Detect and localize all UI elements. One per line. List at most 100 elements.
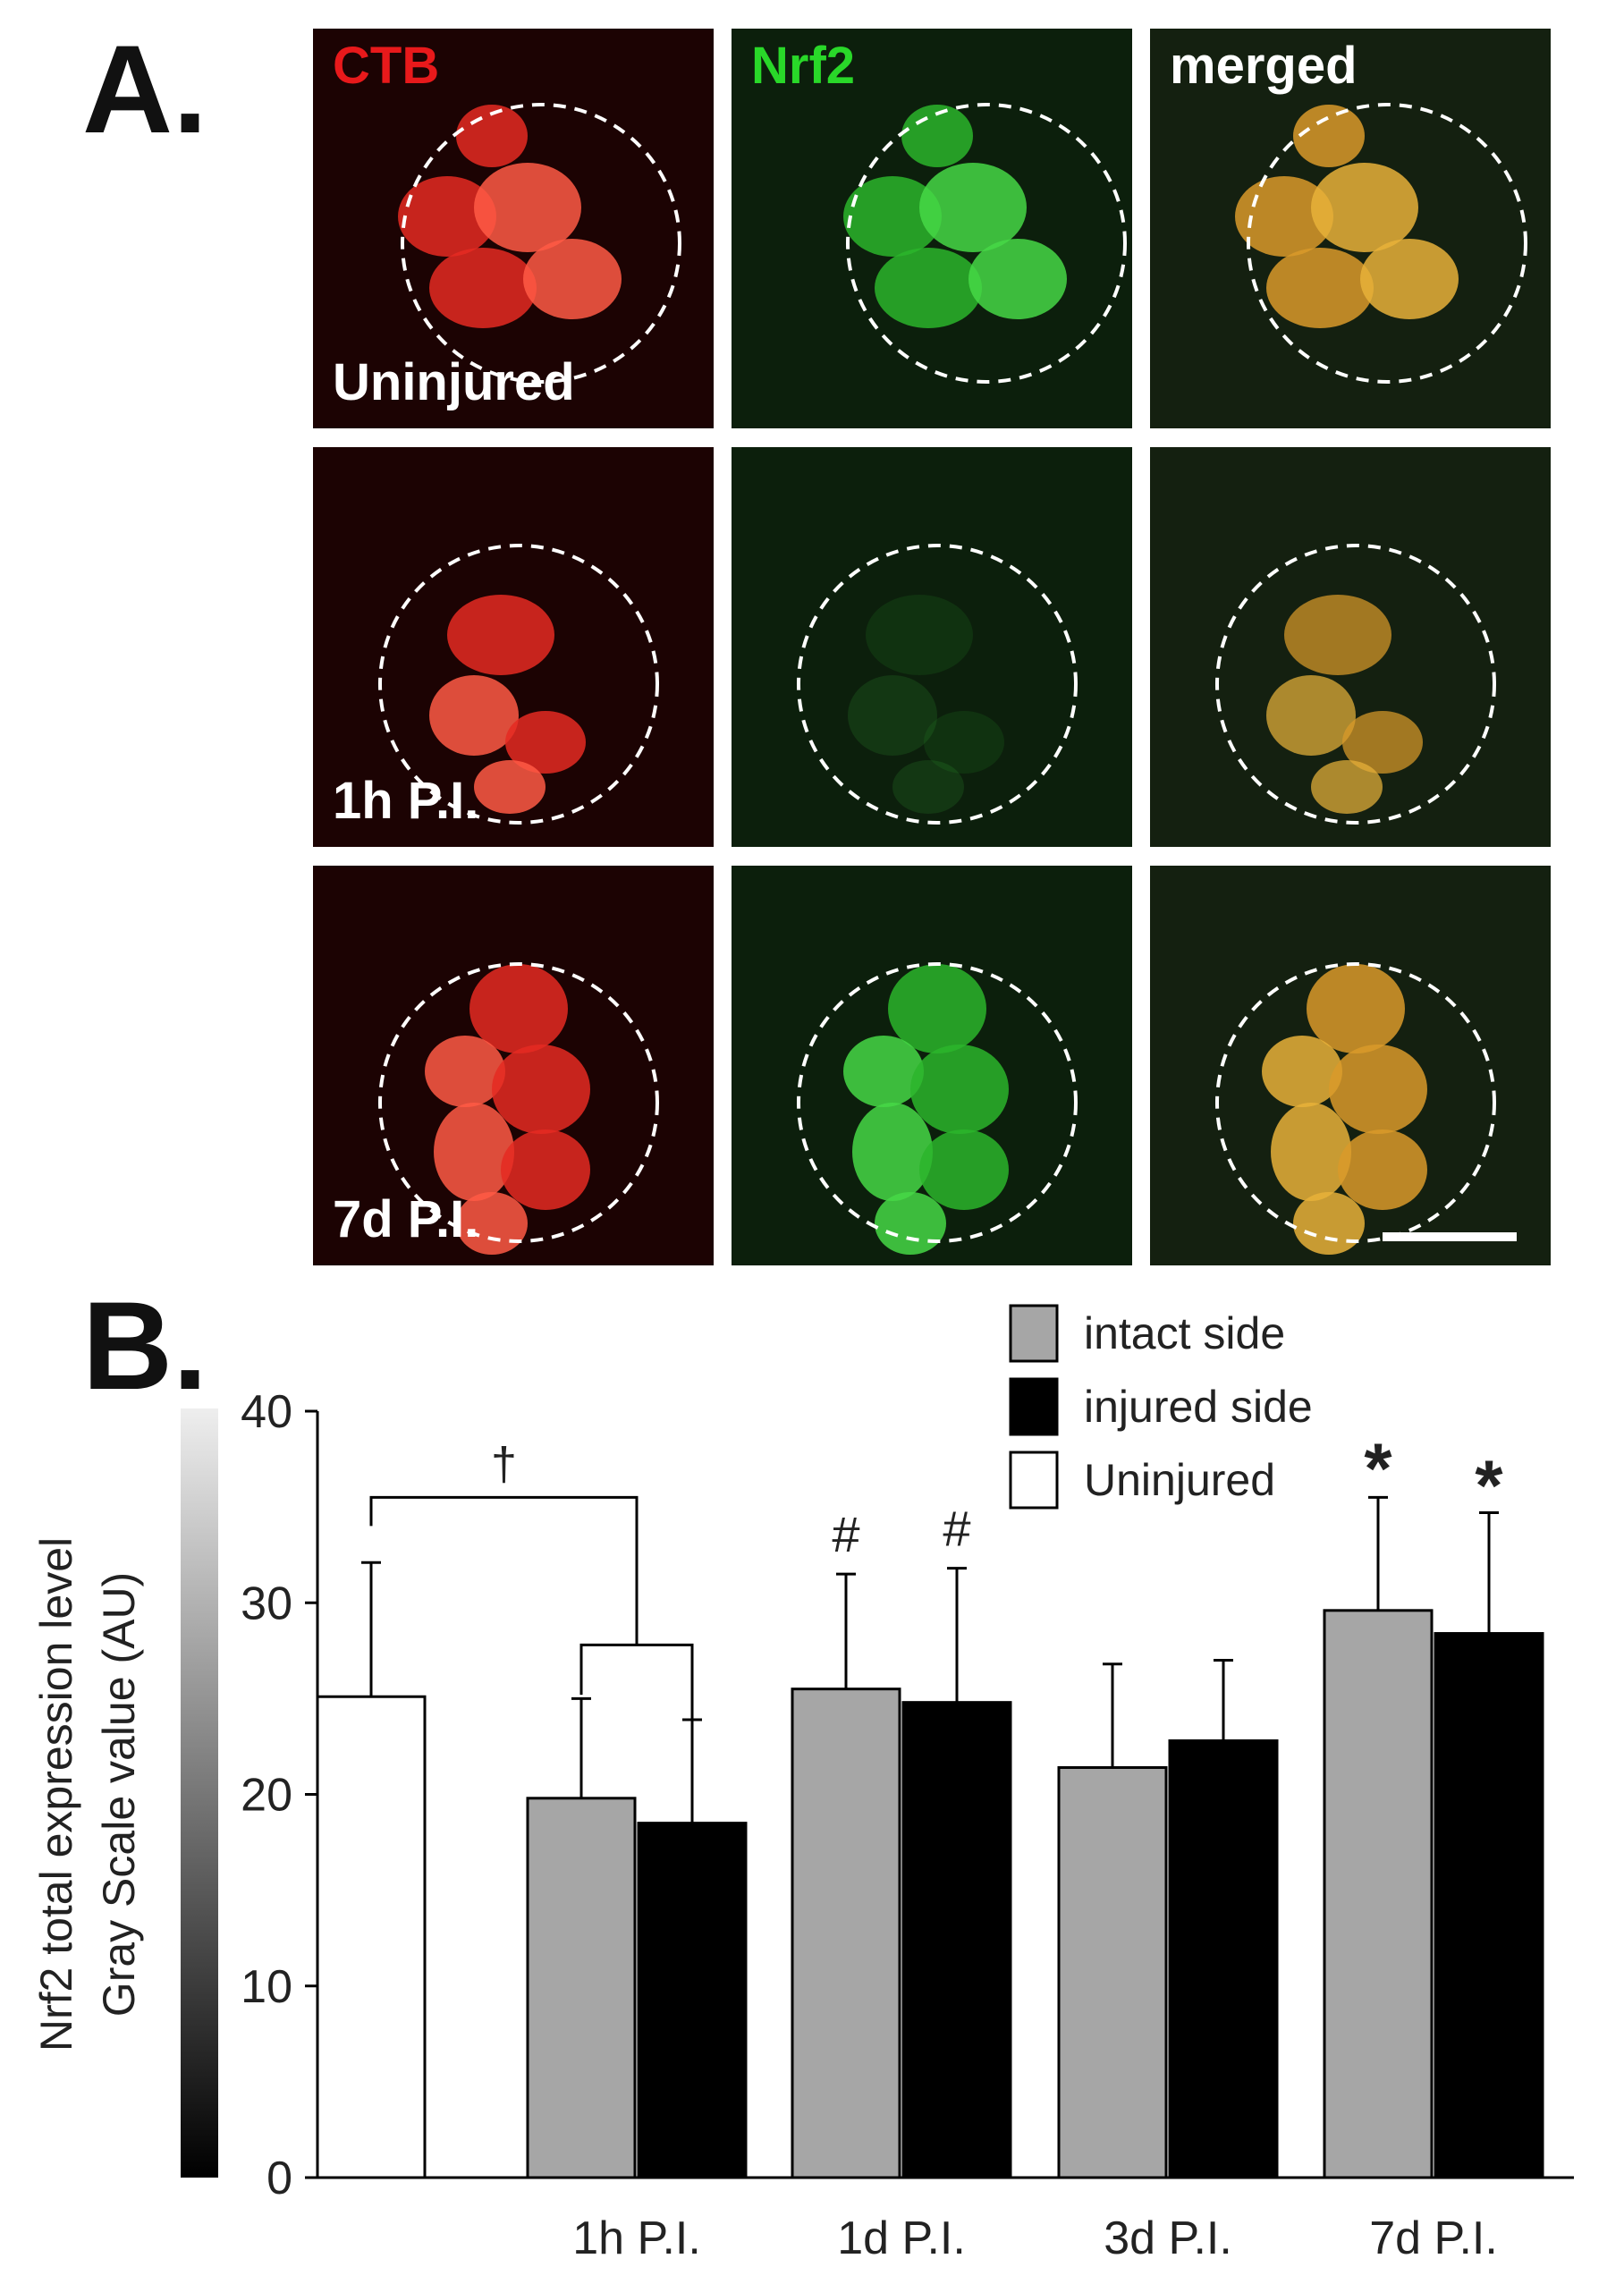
y-tick-label: 20 (241, 1770, 292, 1822)
annotation-hash: # (943, 1501, 970, 1557)
annotation-dagger: † (491, 1438, 517, 1490)
cell-body (1342, 711, 1423, 774)
micrograph-Nrf2-7d-p-i- (732, 866, 1132, 1265)
micrograph-CTB-7d-p-i-: 7d P.I. (313, 866, 714, 1265)
bar-injured-side (1168, 1739, 1279, 2179)
bar-injured-side (1434, 1632, 1544, 2179)
cell-body (492, 1045, 590, 1134)
region-outline (1215, 962, 1496, 1243)
panel-a-letter: A. (82, 19, 207, 159)
legend-swatch (1009, 1377, 1059, 1436)
y-tick-label: 0 (266, 2153, 292, 2204)
cell-body (1293, 105, 1365, 167)
cell-body (1338, 1129, 1427, 1210)
cell-body (852, 1103, 933, 1201)
region-outline (1247, 103, 1527, 384)
significance-bracket (369, 1495, 639, 1645)
bar-intact-side (1323, 1609, 1434, 2179)
micrograph-Nrf2-uninjured: Nrf2 (732, 29, 1132, 428)
cell-body (1266, 675, 1356, 756)
cell-body (469, 964, 568, 1053)
region-outline (846, 103, 1127, 384)
channel-label: merged (1170, 37, 1358, 95)
micrograph-merged-7d-p-i- (1150, 866, 1551, 1265)
cell-body (919, 1129, 1009, 1210)
cell-body (1329, 1045, 1427, 1134)
channel-label: Nrf2 (751, 37, 856, 95)
cell-body (398, 176, 496, 257)
x-tick-label: 1h P.I. (572, 2212, 701, 2264)
cell-body (910, 1045, 1009, 1134)
y-tick-label: 10 (241, 1961, 292, 2013)
cell-body (924, 711, 1004, 774)
condition-label: Uninjured (333, 353, 575, 411)
bar-injured-side (901, 1701, 1012, 2179)
micrograph-CTB-uninjured: CTB Uninjured (313, 29, 714, 428)
bar-uninjured (316, 1695, 427, 2179)
x-tick-label: 3d P.I. (1104, 2212, 1232, 2264)
x-tick-label: 1d P.I. (837, 2212, 966, 2264)
cell-body (425, 1036, 505, 1107)
annotation-asterisk: * (1475, 1446, 1503, 1526)
y-tick-label: 40 (241, 1386, 292, 1438)
region-outline (378, 544, 659, 825)
significance-bracket-inner (579, 1643, 694, 1728)
cell-body (875, 248, 982, 328)
micrograph-merged-uninjured: merged (1150, 29, 1551, 428)
cell-body (474, 163, 581, 252)
cell-body (875, 1192, 946, 1255)
panel-b-letter: B. (82, 1275, 207, 1416)
cell-body (1311, 760, 1383, 814)
region-outline (797, 962, 1078, 1243)
legend-label: Uninjured (1084, 1455, 1275, 1505)
cell-body (505, 711, 586, 774)
region-outline (401, 103, 681, 384)
condition-label: 7d P.I. (333, 1190, 479, 1248)
micrograph-merged-1h-p-i- (1150, 447, 1551, 847)
cell-body (892, 760, 964, 814)
bar-chart: 0 10 20 30 40 Nrf2 total expression level Gray… (31, 1304, 1574, 2264)
annotation-hash: # (832, 1506, 859, 1562)
scale-bar (1383, 1232, 1517, 1241)
cell-body (843, 176, 942, 257)
cell-body (456, 1192, 528, 1255)
cell-body (429, 675, 519, 756)
cell-body (1271, 1103, 1351, 1201)
legend-swatch (1009, 1451, 1059, 1510)
cell-body (1262, 1036, 1342, 1107)
cell-body (1293, 1192, 1365, 1255)
y-tick-label: 30 (241, 1578, 292, 1629)
cell-body (848, 675, 937, 756)
y-axis-label-line2: Gray Scale value (AU) (94, 1572, 144, 2017)
cell-body (1235, 176, 1333, 257)
cell-body (1311, 163, 1418, 252)
cell-body (843, 1036, 924, 1107)
micrograph-CTB-1h-p-i-: 1h P.I. (313, 447, 714, 847)
cell-body (1266, 248, 1374, 328)
cell-body (1307, 964, 1405, 1053)
channel-label: CTB (333, 37, 440, 95)
legend-swatch (1009, 1304, 1059, 1363)
legend-label: injured side (1084, 1382, 1313, 1432)
cell-body (434, 1103, 514, 1201)
cell-body (501, 1129, 590, 1210)
cell-body (888, 964, 986, 1053)
region-outline (378, 962, 659, 1243)
bar-injured-side (637, 1822, 748, 2179)
gray-scale-colorbar (181, 1408, 218, 2178)
cell-body (1360, 239, 1459, 319)
cell-body (919, 163, 1027, 252)
cell-body (1284, 595, 1391, 675)
cell-body (968, 239, 1067, 319)
micrograph-Nrf2-1h-p-i- (732, 447, 1132, 847)
cell-body (523, 239, 622, 319)
cell-body (474, 760, 546, 814)
condition-label: 1h P.I. (333, 772, 479, 830)
region-outline (797, 544, 1078, 825)
cell-body (429, 248, 537, 328)
x-tick-label: 7d P.I. (1369, 2212, 1498, 2264)
annotation-asterisk: * (1364, 1428, 1392, 1508)
region-outline (1215, 544, 1496, 825)
cell-body (866, 595, 973, 675)
legend-label: intact side (1084, 1308, 1285, 1358)
